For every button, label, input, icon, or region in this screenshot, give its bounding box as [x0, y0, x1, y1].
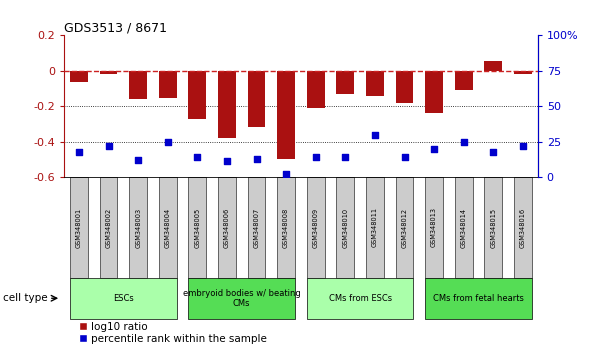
Text: cell type: cell type [3, 293, 48, 303]
Text: GSM348001: GSM348001 [76, 207, 82, 247]
Text: GSM348006: GSM348006 [224, 207, 230, 247]
Bar [514, 71, 532, 74]
Bar [425, 71, 443, 113]
Point [104, 143, 114, 149]
Point [133, 157, 143, 163]
Bar [130, 71, 147, 99]
Point [488, 149, 498, 154]
Text: GSM348016: GSM348016 [520, 207, 526, 247]
Bar [159, 71, 177, 98]
Point [429, 146, 439, 152]
Text: GSM348011: GSM348011 [372, 207, 378, 247]
Bar [70, 278, 177, 319]
Bar [218, 71, 236, 138]
Bar [188, 71, 206, 119]
Text: GSM348004: GSM348004 [165, 207, 170, 247]
Bar [188, 278, 295, 319]
Bar [366, 71, 384, 96]
Bar [100, 71, 117, 74]
Text: GSM348007: GSM348007 [254, 207, 260, 247]
Point [281, 171, 291, 177]
Text: GSM348013: GSM348013 [431, 207, 437, 247]
Bar [396, 177, 414, 278]
Bar [130, 177, 147, 278]
Legend: log10 ratio, percentile rank within the sample: log10 ratio, percentile rank within the … [79, 322, 267, 344]
Point [340, 154, 350, 160]
Point [459, 139, 469, 144]
Bar [188, 177, 206, 278]
Bar [366, 177, 384, 278]
Text: embryoid bodies w/ beating
CMs: embryoid bodies w/ beating CMs [183, 289, 301, 308]
Bar [455, 177, 472, 278]
Text: GSM348009: GSM348009 [313, 207, 319, 247]
Point [192, 154, 202, 160]
Bar [307, 177, 324, 278]
Text: GSM348003: GSM348003 [135, 207, 141, 247]
Bar [337, 177, 354, 278]
Text: GSM348014: GSM348014 [461, 207, 467, 247]
Point [311, 154, 321, 160]
Bar [337, 71, 354, 94]
Bar [100, 177, 117, 278]
Text: GSM348015: GSM348015 [490, 207, 496, 247]
Bar [247, 71, 265, 127]
Bar [485, 61, 502, 71]
Point [370, 132, 380, 137]
Bar [307, 278, 414, 319]
Bar [277, 177, 295, 278]
Bar [159, 177, 177, 278]
Bar [425, 177, 443, 278]
Point [518, 143, 528, 149]
Point [252, 156, 262, 161]
Text: CMs from fetal hearts: CMs from fetal hearts [433, 294, 524, 303]
Bar [396, 71, 414, 103]
Point [222, 159, 232, 164]
Bar [514, 177, 532, 278]
Point [400, 154, 409, 160]
Bar [277, 71, 295, 159]
Text: GSM348008: GSM348008 [283, 207, 289, 247]
Text: GDS3513 / 8671: GDS3513 / 8671 [64, 21, 167, 34]
Text: CMs from ESCs: CMs from ESCs [329, 294, 392, 303]
Bar [218, 177, 236, 278]
Bar [455, 71, 472, 90]
Text: GSM348005: GSM348005 [194, 207, 200, 247]
Bar [485, 177, 502, 278]
Point [74, 149, 84, 154]
Text: ESCs: ESCs [113, 294, 134, 303]
Bar [70, 71, 88, 82]
Text: GSM348012: GSM348012 [401, 207, 408, 247]
Bar [70, 177, 88, 278]
Point [163, 139, 173, 144]
Text: GSM348010: GSM348010 [342, 207, 348, 247]
Bar [247, 177, 265, 278]
Bar [425, 278, 532, 319]
Bar [307, 71, 324, 108]
Text: GSM348002: GSM348002 [106, 207, 112, 247]
